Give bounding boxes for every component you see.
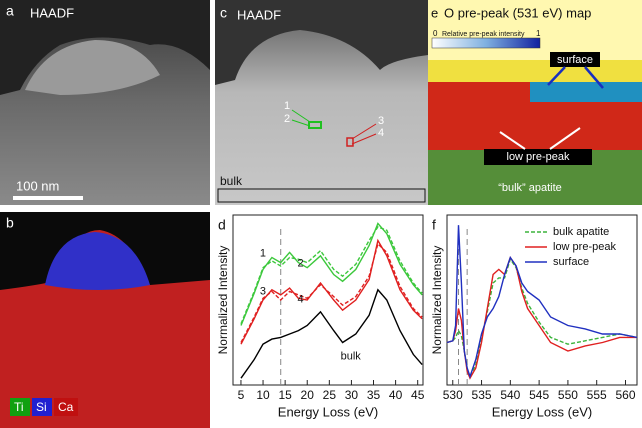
colorbar-min: 0 xyxy=(433,29,438,38)
series-line xyxy=(240,288,423,379)
panel-letter: b xyxy=(6,215,14,231)
series-label: 3 xyxy=(260,286,266,298)
legend-label: low pre-peak xyxy=(553,241,616,253)
y-axis-title: Normalized Intensity xyxy=(216,246,230,355)
legend-label: surface xyxy=(553,256,589,268)
panel-title: O pre-peak (531 eV) map xyxy=(444,5,591,20)
x-axis-title: Energy Loss (eV) xyxy=(278,404,378,419)
plot-frame xyxy=(446,214,638,386)
series-line xyxy=(240,226,423,325)
overlayer xyxy=(0,0,210,95)
arrow xyxy=(351,133,377,145)
panel-b: b Ti Si Ca xyxy=(0,212,210,428)
map-surface xyxy=(530,82,642,102)
series-label: bulk xyxy=(341,350,362,362)
x-tick-label: 5 xyxy=(238,388,245,402)
series-line xyxy=(446,255,637,380)
label-box xyxy=(550,52,600,67)
x-tick-label: 560 xyxy=(615,388,635,402)
legend-label: Ca xyxy=(58,400,74,414)
roi-box xyxy=(308,121,322,129)
arrow xyxy=(351,123,377,140)
x-tick-label: 20 xyxy=(301,388,315,402)
panel-letter: e xyxy=(431,5,438,20)
x-tick-label: 555 xyxy=(587,388,607,402)
legend-label: Si xyxy=(36,400,47,414)
ca-region xyxy=(0,230,210,428)
marker-label: 4 xyxy=(378,127,384,139)
colorbar-max: 1 xyxy=(536,29,541,38)
overlayer xyxy=(215,0,428,85)
x-tick-label: 540 xyxy=(500,388,520,402)
series-label: 1 xyxy=(260,247,266,259)
x-tick-label: 530 xyxy=(443,388,463,402)
marker-label: 3 xyxy=(378,115,384,127)
arrow xyxy=(547,66,604,89)
bulk-region xyxy=(217,188,426,203)
series-label: 4 xyxy=(298,293,304,305)
legend-swatch xyxy=(10,398,30,416)
x-tick-label: 535 xyxy=(472,388,492,402)
y-axis-title: Normalized Intensity xyxy=(430,246,444,355)
x-tick-label: 550 xyxy=(558,388,578,402)
legend-label: Ti xyxy=(14,400,24,414)
annotation: surface xyxy=(557,54,593,66)
annotation: low pre-peak xyxy=(507,151,570,163)
x-axis-title: Energy Loss (eV) xyxy=(492,404,592,419)
marker-label: 1 xyxy=(284,100,290,112)
series-label: 2 xyxy=(298,257,304,269)
panel-letter: f xyxy=(432,217,436,233)
surface-layer xyxy=(25,40,160,95)
map-top xyxy=(428,0,642,60)
plot-frame xyxy=(232,214,424,386)
marker-label: 2 xyxy=(284,113,290,125)
panel-c: c HAADF 1 2 3 4 bulk xyxy=(215,0,428,205)
series-line xyxy=(446,257,638,379)
x-tick-label: 45 xyxy=(411,388,425,402)
series-line xyxy=(240,222,423,326)
legend-label: bulk apatite xyxy=(553,226,609,238)
legend-swatch xyxy=(54,398,78,416)
scale-bar xyxy=(13,196,83,200)
arrow xyxy=(291,109,311,123)
x-tick-label: 35 xyxy=(367,388,381,402)
panel-letter: c xyxy=(220,5,227,21)
roi-box xyxy=(346,137,354,147)
si-region xyxy=(45,232,150,290)
x-tick-label: 10 xyxy=(256,388,270,402)
region-label: bulk xyxy=(220,174,243,188)
colorbar-label: Relative pre-peak intensity xyxy=(442,31,525,38)
x-tick-label: 545 xyxy=(529,388,549,402)
panel-title: HAADF xyxy=(237,7,281,22)
arrow xyxy=(499,127,581,150)
legend-swatch xyxy=(32,398,52,416)
label-box xyxy=(484,149,592,165)
x-tick-label: 15 xyxy=(278,388,292,402)
panel-a: a HAADF 100 nm xyxy=(0,0,210,205)
panel-e: e O pre-peak (531 eV) map 0 Relative pre… xyxy=(428,0,642,205)
annotation: “bulk” apatite xyxy=(498,182,562,194)
x-tick-label: 25 xyxy=(323,388,337,402)
scale-label: 100 nm xyxy=(16,178,59,193)
panel-letter: a xyxy=(6,3,14,19)
x-tick-label: 40 xyxy=(389,388,403,402)
x-tick-label: 30 xyxy=(345,388,359,402)
colorbar xyxy=(431,37,541,49)
arrow xyxy=(291,119,311,127)
panel-title: HAADF xyxy=(30,5,74,20)
panel-letter: d xyxy=(218,217,226,233)
series-line xyxy=(446,225,638,379)
